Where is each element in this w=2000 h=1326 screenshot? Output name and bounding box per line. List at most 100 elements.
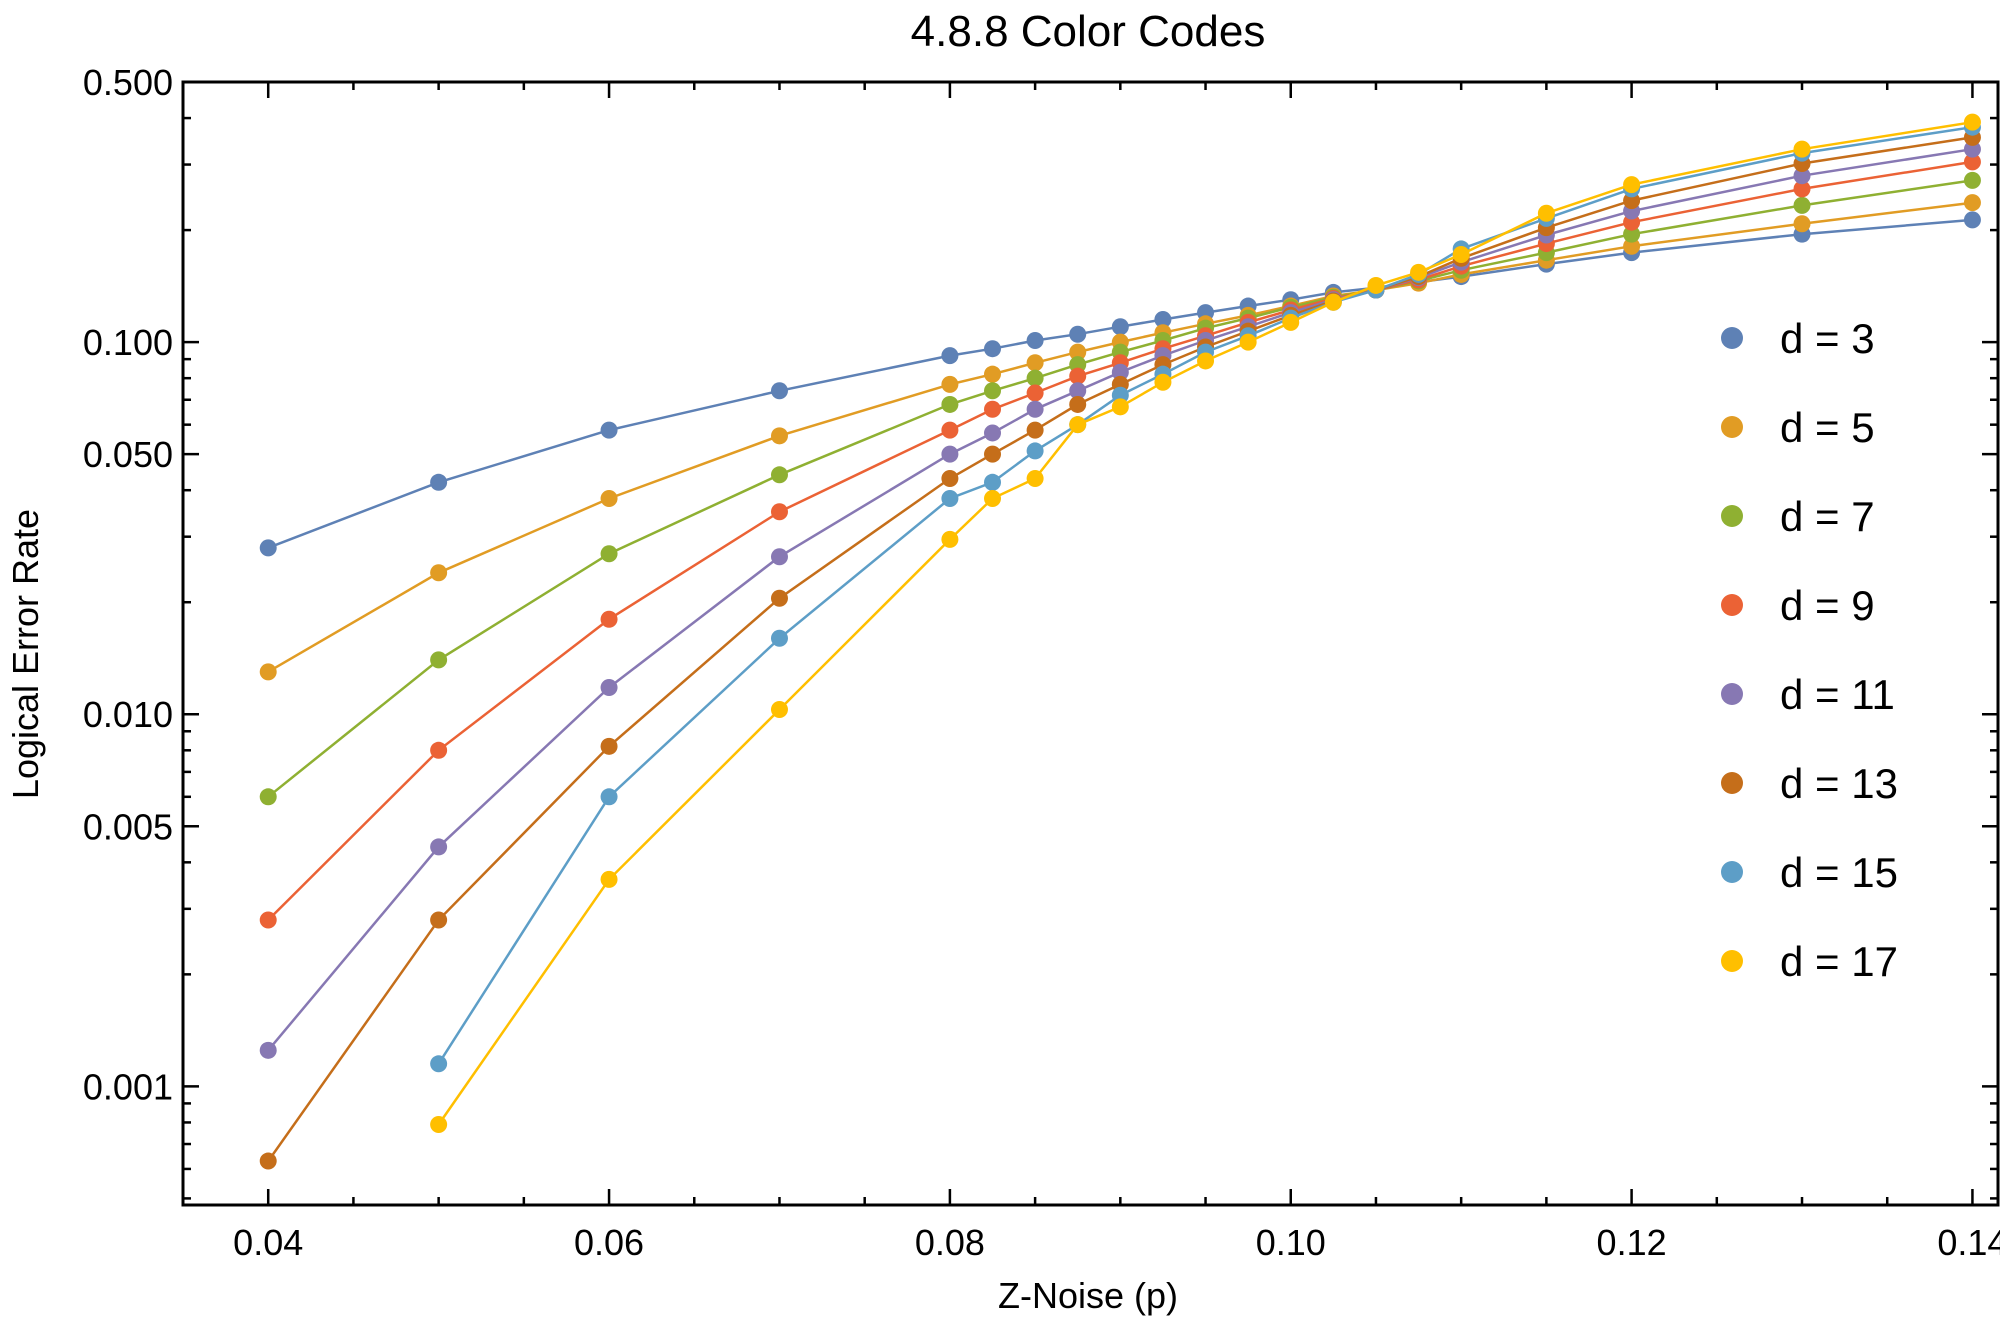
- data-point: [1154, 311, 1172, 329]
- data-point: [941, 530, 959, 548]
- data-point: [430, 564, 448, 582]
- data-point: [1069, 416, 1087, 434]
- data-point: [1026, 354, 1044, 372]
- data-point: [1026, 442, 1044, 460]
- y-tick-label: 0.010: [83, 694, 173, 735]
- data-point: [1963, 194, 1981, 212]
- plot-frame: [181, 80, 2000, 1207]
- y-axis-label: Logical Error Rate: [5, 509, 46, 799]
- data-point: [1111, 318, 1129, 336]
- data-point: [941, 395, 959, 413]
- x-tick-label: 0.10: [1256, 1222, 1326, 1263]
- data-point: [941, 445, 959, 463]
- data-point: [984, 340, 1002, 358]
- data-point: [430, 651, 448, 669]
- legend-marker: [1721, 327, 1743, 349]
- legend-label: d = 13: [1780, 760, 1898, 807]
- data-point: [600, 737, 618, 755]
- data-point: [770, 466, 788, 484]
- series-line: [437, 120, 1973, 1126]
- series-d-17: [430, 113, 1981, 1133]
- data-point: [770, 382, 788, 400]
- data-point: [1452, 245, 1470, 263]
- data-point: [1111, 398, 1129, 416]
- data-point: [1623, 192, 1641, 210]
- legend-marker: [1721, 594, 1743, 616]
- data-point: [1793, 167, 1811, 185]
- data-point: [1963, 171, 1981, 189]
- data-point: [1026, 384, 1044, 402]
- data-point: [770, 629, 788, 647]
- series-line: [437, 125, 1973, 1065]
- data-point: [984, 489, 1002, 507]
- chart-title: 4.8.8 Color Codes: [911, 7, 1266, 56]
- data-point: [1197, 352, 1215, 370]
- data-point: [1623, 225, 1641, 243]
- data-point: [1111, 363, 1129, 381]
- data-point: [600, 870, 618, 888]
- data-point: [984, 382, 1002, 400]
- data-point: [259, 788, 277, 806]
- data-point: [600, 545, 618, 563]
- data-point: [1069, 395, 1087, 413]
- data-point: [430, 741, 448, 759]
- legend-item: d = 3: [1721, 315, 1875, 362]
- legend-item: d = 13: [1721, 760, 1898, 807]
- legend-marker: [1721, 416, 1743, 438]
- axis-ticks: [181, 80, 1998, 1205]
- y-tick-label: 0.005: [83, 806, 173, 847]
- legend-label: d = 3: [1780, 315, 1875, 362]
- data-point: [259, 663, 277, 681]
- data-point: [1963, 211, 1981, 229]
- data-point: [770, 427, 788, 445]
- data-point: [1026, 332, 1044, 350]
- legend-marker: [1721, 950, 1743, 972]
- data-point: [770, 700, 788, 718]
- x-tick-label: 0.04: [233, 1222, 303, 1263]
- plot-series: [259, 113, 1981, 1170]
- legend-item: d = 5: [1721, 404, 1875, 451]
- data-point: [600, 421, 618, 439]
- data-point: [430, 1055, 448, 1073]
- legend-item: d = 15: [1721, 849, 1898, 896]
- series-line: [267, 160, 1973, 921]
- y-tick-label: 0.500: [83, 62, 173, 103]
- data-point: [1793, 180, 1811, 198]
- data-point: [1069, 343, 1087, 361]
- y-tick-labels: 0.001 0.005 0.010 0.050 0.100 0.500: [83, 62, 173, 1107]
- data-point: [1069, 325, 1087, 343]
- legend-item: d = 17: [1721, 938, 1898, 985]
- series-line: [267, 147, 1973, 1052]
- legend: d = 3 d = 5 d = 7 d = 9 d = 11 d = 13 d = 15 d …: [1721, 315, 1898, 985]
- data-point: [984, 445, 1002, 463]
- x-axis-label: Z-Noise (p): [998, 1275, 1178, 1316]
- data-point: [259, 539, 277, 557]
- data-point: [1793, 215, 1811, 233]
- data-point: [259, 911, 277, 929]
- y-tick-label: 0.100: [83, 322, 173, 363]
- data-point: [984, 400, 1002, 418]
- data-point: [941, 375, 959, 393]
- data-point: [259, 1041, 277, 1059]
- data-point: [1026, 421, 1044, 439]
- series-d-15: [430, 118, 1981, 1073]
- legend-item: d = 9: [1721, 582, 1875, 629]
- data-point: [1324, 293, 1342, 311]
- x-tick-label: 0.12: [1597, 1222, 1667, 1263]
- x-tick-labels: 0.04 0.06 0.08 0.10 0.12 0.14: [233, 1222, 2000, 1263]
- data-point: [1282, 313, 1300, 331]
- data-point: [259, 1152, 277, 1170]
- data-point: [1239, 333, 1257, 351]
- x-tick-label: 0.06: [574, 1222, 644, 1263]
- data-point: [430, 911, 448, 929]
- series-line: [267, 136, 1973, 1162]
- data-point: [1623, 176, 1641, 194]
- data-point: [1026, 369, 1044, 387]
- series-d-13: [259, 128, 1981, 1170]
- data-point: [430, 473, 448, 491]
- legend-label: d = 5: [1780, 404, 1875, 451]
- data-point: [1623, 237, 1641, 255]
- data-point: [984, 424, 1002, 442]
- x-tick-label: 0.08: [915, 1222, 985, 1263]
- data-point: [1410, 263, 1428, 281]
